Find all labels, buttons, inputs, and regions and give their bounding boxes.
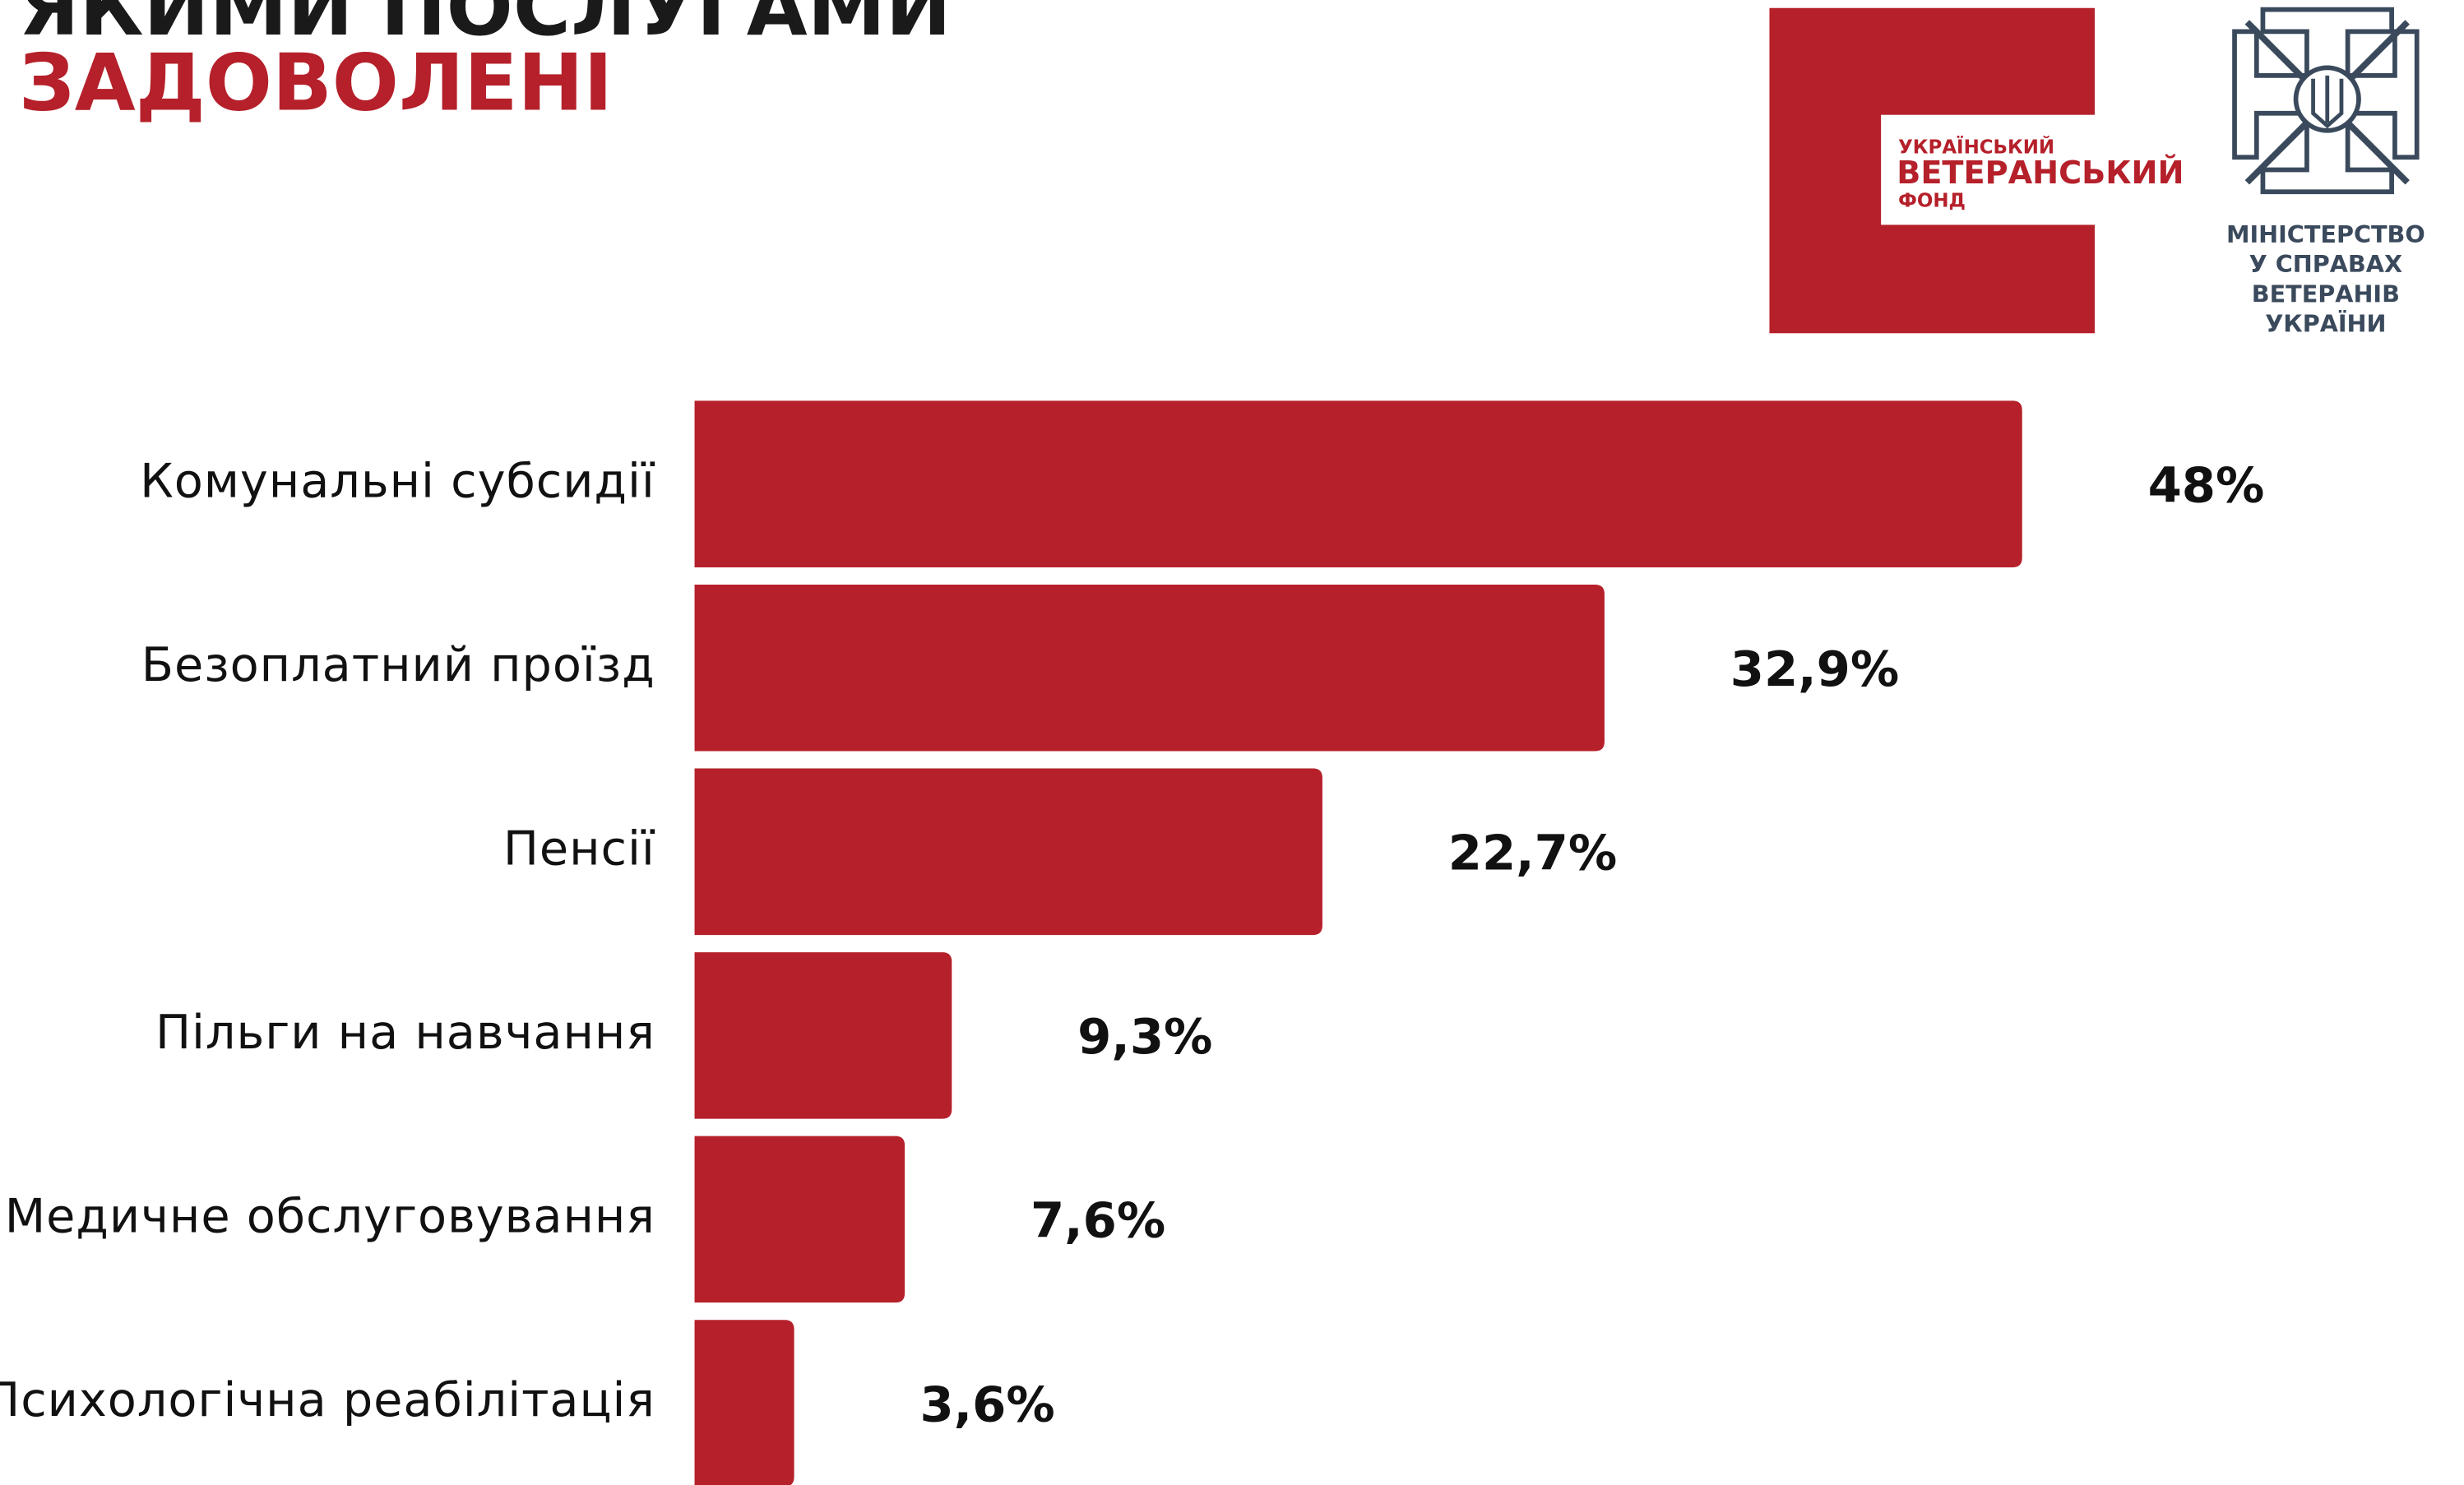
ministry-logo xyxy=(2232,7,2420,195)
ministry-logo-text: УКРАЇНИ xyxy=(2265,310,2386,338)
bar xyxy=(694,768,1322,936)
value-label: 32,9% xyxy=(1730,641,1899,697)
fund-logo-text: ФОНД xyxy=(1898,190,1966,211)
chart-title-highlight: ЗАДОВОЛЕНІ xyxy=(19,37,613,129)
ministry-logo-text: МІНІСТЕРСТВО xyxy=(2226,220,2425,248)
category-label: Комунальні субсидії xyxy=(140,453,655,508)
fund-logo-cutout xyxy=(1881,114,2095,225)
bar xyxy=(694,952,952,1119)
value-label: 22,7% xyxy=(1448,825,1617,881)
category-label: Пенсії xyxy=(503,821,655,876)
bar xyxy=(694,1320,794,1485)
category-label: Психологічна реабілітація xyxy=(0,1372,655,1427)
category-label: Медичне обслуговування xyxy=(5,1189,655,1244)
value-label: 3,6% xyxy=(919,1376,1054,1432)
ministry-emblem-cross xyxy=(2232,7,2420,195)
bar xyxy=(694,400,2022,567)
fund-logo-text: УКРАЇНСЬКИЙ xyxy=(1898,135,2054,158)
ministry-emblem-trident xyxy=(2311,75,2344,129)
chart-title: ЯКИМИ ПОСЛУГАМИ xyxy=(19,0,952,53)
category-label: Пільги на навчання xyxy=(155,1005,655,1060)
ministry-logo-text: ВЕТЕРАНІВ xyxy=(2252,280,2400,308)
bar xyxy=(694,1136,905,1303)
value-label: 7,6% xyxy=(1031,1192,1165,1249)
bar xyxy=(694,584,1605,752)
value-label: 48% xyxy=(2148,457,2265,514)
category-label: Безоплатний проїзд xyxy=(141,637,655,692)
fund-logo: УКРАЇНСЬКИЙ ВЕТЕРАНСЬКИЙ ФОНД xyxy=(1769,7,2184,334)
ministry-logo-text: У СПРАВАХ xyxy=(2249,250,2402,278)
fund-logo-text: ВЕТЕРАНСЬКИЙ xyxy=(1897,153,2184,192)
value-label: 9,3% xyxy=(1077,1008,1212,1065)
